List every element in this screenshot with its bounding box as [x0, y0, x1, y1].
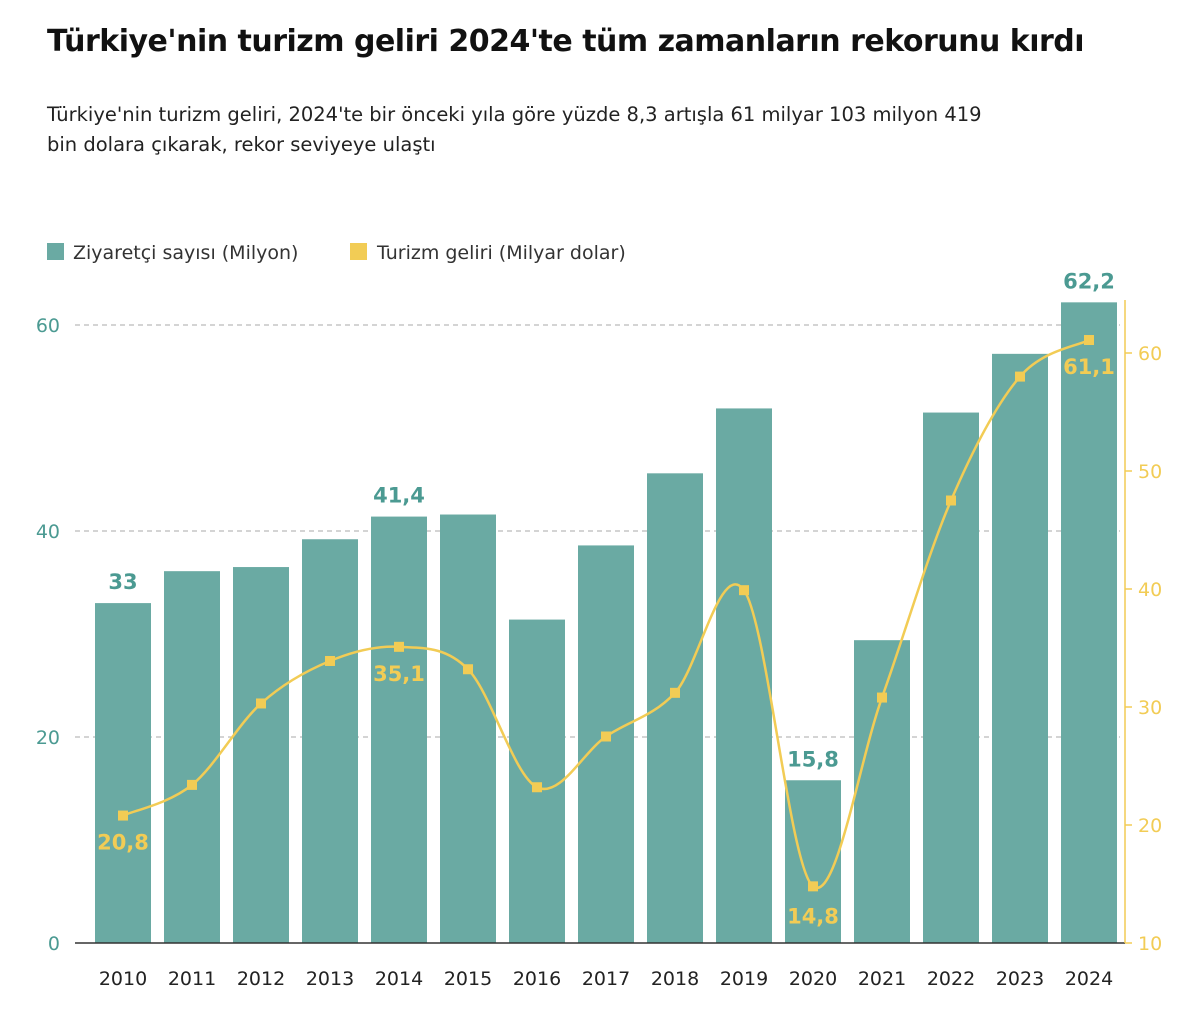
- revenue-marker-2013: [325, 655, 335, 666]
- bar-2019: [716, 408, 772, 943]
- x-tick-label: 2011: [168, 968, 216, 990]
- x-tick-label: 2019: [720, 968, 768, 990]
- x-tick-label: 2012: [237, 968, 285, 990]
- legend-label-revenue: Turizm geliri (Milyar dolar): [376, 242, 626, 264]
- bar-data-label: 62,2: [1063, 269, 1115, 293]
- right-axis-tick-label: 60: [1138, 343, 1162, 365]
- line-data-label: 14,8: [787, 904, 839, 928]
- right-axis-tick-label: 30: [1138, 697, 1162, 719]
- legend-swatch-revenue: [350, 243, 367, 260]
- x-tick-label: 2010: [99, 968, 147, 990]
- bar-2021: [854, 640, 910, 943]
- bar-data-label: 33: [108, 570, 137, 594]
- revenue-marker-2016: [532, 782, 542, 793]
- revenue-marker-2022: [946, 495, 956, 506]
- chart-title: Türkiye'nin turizm geliri 2024'te tüm za…: [47, 24, 1085, 59]
- revenue-marker-2015: [463, 664, 473, 675]
- revenue-marker-2021: [877, 692, 887, 703]
- right-axis-tick-label: 40: [1138, 579, 1162, 601]
- x-tick-label: 2022: [927, 968, 975, 990]
- bar-2015: [440, 514, 496, 943]
- x-tick-label: 2018: [651, 968, 699, 990]
- right-axis-tick-label: 50: [1138, 461, 1162, 483]
- bar-2013: [302, 539, 358, 943]
- revenue-marker-2018: [670, 687, 680, 698]
- x-tick-label: 2024: [1065, 968, 1113, 990]
- line-data-label: 35,1: [373, 662, 425, 686]
- x-tick-label: 2013: [306, 968, 354, 990]
- line-data-label: 20,8: [97, 831, 149, 855]
- right-axis-tick-label: 10: [1138, 933, 1162, 955]
- revenue-marker-2019: [739, 585, 749, 596]
- bar-2020: [785, 780, 841, 943]
- bar-2023: [992, 353, 1048, 944]
- x-tick-label: 2020: [789, 968, 837, 990]
- left-axis-tick-label: 40: [36, 521, 60, 543]
- x-tick-label: 2017: [582, 968, 630, 990]
- left-axis-tick-label: 20: [36, 727, 60, 749]
- legend-label-visitors: Ziyaretçi sayısı (Milyon): [73, 242, 298, 264]
- bar-data-label: 15,8: [787, 747, 839, 771]
- left-axis-tick-label: 0: [48, 933, 60, 955]
- bar-2014: [371, 516, 427, 943]
- bar-data-label: 41,4: [373, 484, 425, 508]
- bar-2024: [1061, 302, 1117, 944]
- bar-2011: [164, 571, 220, 943]
- revenue-marker-2020: [808, 881, 818, 892]
- revenue-marker-2011: [187, 779, 197, 790]
- x-tick-label: 2021: [858, 968, 906, 990]
- chart-subtitle: Türkiye'nin turizm geliri, 2024'te bir ö…: [47, 103, 982, 156]
- x-tick-label: 2023: [996, 968, 1044, 990]
- revenue-marker-2010: [118, 810, 128, 821]
- revenue-marker-2024: [1084, 335, 1094, 346]
- x-tick-label: 2016: [513, 968, 561, 990]
- bar-2016: [509, 619, 565, 943]
- x-tick-label: 2015: [444, 968, 492, 990]
- bar-2017: [578, 545, 634, 943]
- legend-swatch-visitors: [47, 243, 64, 260]
- right-axis-tick-label: 20: [1138, 815, 1162, 837]
- revenue-marker-2017: [601, 731, 611, 742]
- revenue-marker-2014: [394, 641, 404, 652]
- bar-2012: [233, 567, 289, 943]
- revenue-marker-2023: [1015, 371, 1025, 382]
- revenue-marker-2012: [256, 698, 266, 709]
- bar-2022: [923, 412, 979, 943]
- bar-2010: [95, 603, 151, 943]
- x-tick-label: 2014: [375, 968, 423, 990]
- left-axis-tick-label: 60: [36, 315, 60, 337]
- line-data-label: 61,1: [1063, 355, 1115, 379]
